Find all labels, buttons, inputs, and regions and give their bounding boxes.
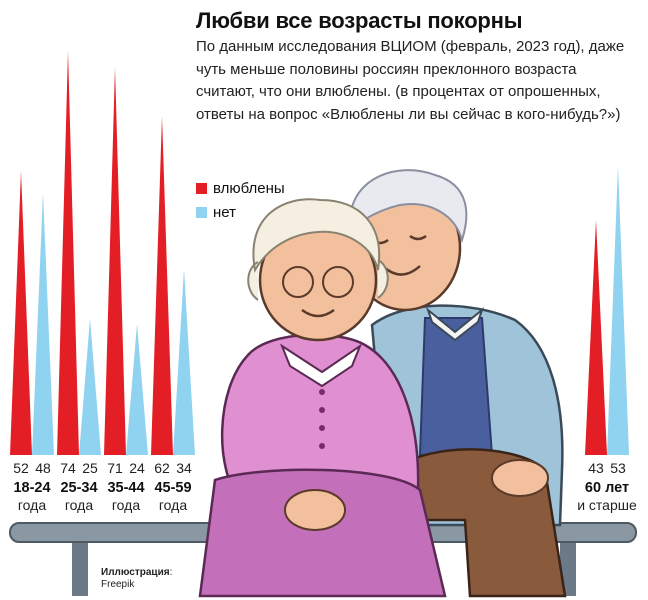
- glasses-left: [282, 266, 314, 298]
- category-range-label: 35-44: [107, 480, 144, 496]
- man-hand: [491, 459, 549, 497]
- category-unit-label: года: [159, 497, 187, 513]
- bar-in-love: [151, 116, 173, 455]
- value-label: 71: [107, 460, 123, 476]
- legend-swatch-in-love: [196, 182, 207, 194]
- category-range-label: 60 лет: [585, 480, 629, 496]
- value-label: 43: [588, 460, 604, 476]
- value-label: 74: [60, 460, 76, 476]
- bar-in-love: [585, 220, 607, 455]
- legend-item-in-love: влюблены: [196, 176, 285, 200]
- bar-no: [126, 323, 148, 455]
- woman-collar: [279, 343, 363, 388]
- value-label: 24: [129, 460, 145, 476]
- value-label: 62: [154, 460, 170, 476]
- bar-no: [607, 165, 629, 456]
- blouse-button: [319, 389, 325, 395]
- elderly-couple-illustration: [9, 169, 637, 598]
- bars-layer: [10, 50, 629, 456]
- value-label: 34: [176, 460, 192, 476]
- credit-label: Иллюстрация: [101, 567, 170, 578]
- category-range-label: 45-59: [154, 480, 191, 496]
- legend: влюблены нет: [196, 176, 285, 224]
- credit-source: Freepik: [101, 579, 135, 590]
- value-label: 48: [35, 460, 51, 476]
- illustration-credit: Иллюстрация: Freepik: [101, 567, 173, 590]
- woman-smile: [301, 308, 335, 318]
- glasses-right: [322, 266, 354, 298]
- category-unit-label: года: [65, 497, 93, 513]
- bar-in-love: [10, 170, 32, 455]
- category-unit-label: года: [112, 497, 140, 513]
- bar-no: [79, 318, 101, 455]
- bar-no: [32, 192, 54, 456]
- blouse-button: [319, 443, 325, 449]
- man-smile: [384, 265, 421, 276]
- category-range-label: 18-24: [13, 480, 50, 496]
- category-unit-label: года: [18, 497, 46, 513]
- chart-subtitle: По данным исследования ВЦИОМ (февраль, 2…: [196, 38, 625, 123]
- blouse-button: [319, 425, 325, 431]
- bar-in-love: [104, 67, 126, 455]
- man-collar: [425, 307, 485, 342]
- value-label: 53: [610, 460, 626, 476]
- legend-swatch-no: [196, 206, 207, 218]
- legend-label-no: нет: [213, 203, 236, 221]
- man-hair: [348, 169, 468, 244]
- bar-in-love: [57, 50, 79, 456]
- bar-no: [173, 269, 195, 455]
- woman-skirt: [198, 468, 447, 598]
- category-range-label: 25-34: [60, 480, 97, 496]
- woman-hair: [247, 198, 389, 301]
- bench-leg: [72, 540, 88, 596]
- chart-title: Любви все возрасты покорны: [196, 8, 523, 33]
- blouse-button: [319, 407, 325, 413]
- legend-label-in-love: влюблены: [213, 179, 285, 197]
- woman-hands: [284, 489, 346, 531]
- legend-item-no: нет: [196, 200, 285, 224]
- category-unit-label: и старше: [577, 497, 637, 513]
- value-label: 52: [13, 460, 29, 476]
- value-label: 25: [82, 460, 98, 476]
